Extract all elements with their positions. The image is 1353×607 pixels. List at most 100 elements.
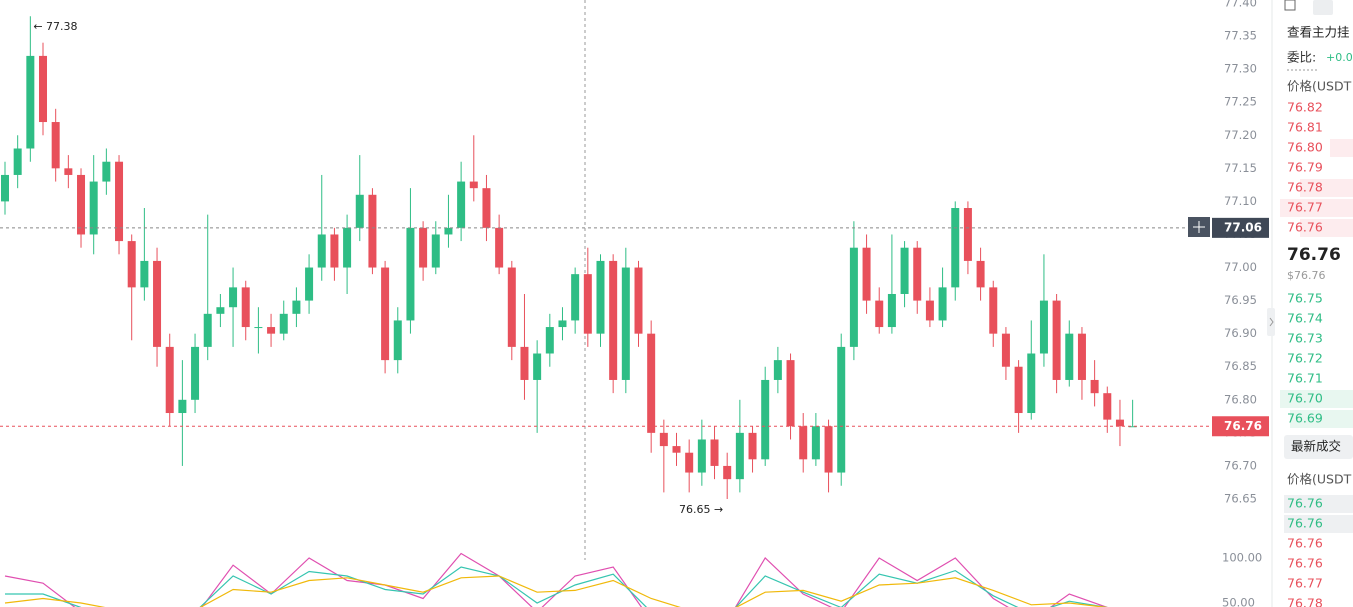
candle-body bbox=[39, 55, 48, 123]
ask-price: 76.76 bbox=[1287, 220, 1323, 235]
candle-body bbox=[64, 168, 73, 175]
candle-body bbox=[723, 465, 732, 480]
bid-price: 76.70 bbox=[1287, 391, 1323, 406]
candle-body bbox=[102, 161, 111, 182]
candle-body bbox=[165, 346, 174, 414]
candle-body bbox=[1077, 333, 1086, 380]
y-tick-label: 77.40 bbox=[1224, 0, 1257, 10]
candle-body bbox=[913, 247, 922, 301]
y-tick-label: 76.85 bbox=[1224, 359, 1257, 373]
candle-body bbox=[1, 174, 9, 202]
mid-usd: $76.76 bbox=[1287, 269, 1326, 282]
crosshair-price-box bbox=[1212, 217, 1269, 238]
price-header: 价格(USDT bbox=[1287, 79, 1352, 94]
big-orders-link[interactable]: 查看主力挂 bbox=[1287, 25, 1350, 40]
candle-body bbox=[1039, 300, 1048, 354]
candle-body bbox=[989, 287, 998, 334]
panel-handle[interactable] bbox=[1267, 308, 1275, 336]
candle-body bbox=[596, 260, 605, 334]
ask-depth bbox=[1300, 219, 1353, 237]
candle-body bbox=[507, 267, 516, 347]
candle-body bbox=[381, 267, 390, 361]
trades-header: 价格(USDT bbox=[1287, 472, 1352, 487]
candle-body bbox=[191, 346, 200, 400]
trade-price: 76.76 bbox=[1287, 516, 1323, 531]
candle-body bbox=[203, 313, 212, 347]
candle-body bbox=[685, 452, 694, 473]
indicator-lines bbox=[4, 552, 1108, 607]
candle-body bbox=[13, 148, 22, 175]
candle-body bbox=[292, 300, 301, 314]
candle-body bbox=[951, 208, 960, 288]
candle-body bbox=[811, 426, 820, 460]
candle-body bbox=[469, 181, 478, 189]
indicator-tick-label: 50.00 bbox=[1222, 596, 1255, 607]
candle-body bbox=[900, 247, 909, 294]
ask-price: 76.79 bbox=[1287, 160, 1323, 175]
candle-body bbox=[355, 194, 364, 228]
candle-body bbox=[976, 260, 985, 288]
candle-body bbox=[621, 267, 630, 380]
candle-body bbox=[153, 260, 162, 347]
candle-body bbox=[1103, 393, 1112, 420]
candle-body bbox=[735, 432, 744, 480]
last-price-box bbox=[1212, 416, 1269, 437]
trade-price: 76.77 bbox=[1287, 576, 1323, 591]
layout-icon[interactable] bbox=[1313, 0, 1333, 15]
candle-body bbox=[305, 267, 314, 301]
candle-body bbox=[279, 313, 288, 334]
bid-price: 76.69 bbox=[1287, 411, 1323, 426]
share-icon[interactable] bbox=[1284, 0, 1296, 11]
bid-price: 76.74 bbox=[1287, 311, 1323, 326]
trade-highlight bbox=[1284, 515, 1353, 533]
y-tick-label: 76.65 bbox=[1224, 492, 1257, 506]
ratio-value: +0.0 bbox=[1326, 51, 1353, 64]
candle-body bbox=[887, 293, 896, 328]
candle-body bbox=[748, 432, 757, 460]
candle-body bbox=[659, 432, 668, 447]
candle-body bbox=[849, 247, 858, 347]
candle-body bbox=[1128, 426, 1137, 428]
ask-price: 76.77 bbox=[1287, 200, 1323, 215]
ask-price: 76.80 bbox=[1287, 140, 1323, 155]
ask-price: 76.81 bbox=[1287, 120, 1323, 135]
candle-body bbox=[267, 327, 276, 334]
candle-body bbox=[837, 346, 846, 473]
candle-body bbox=[938, 287, 947, 321]
candle-body bbox=[558, 320, 567, 328]
trade-price: 76.76 bbox=[1287, 556, 1323, 571]
candle-body bbox=[317, 234, 326, 268]
candle-body bbox=[26, 55, 35, 149]
y-tick-label: 77.10 bbox=[1224, 194, 1257, 208]
candle-body bbox=[229, 287, 238, 308]
plus-icon bbox=[1193, 221, 1205, 233]
candle-body bbox=[127, 241, 136, 288]
trades-tab-bg[interactable] bbox=[1284, 435, 1353, 459]
high-annotation: ← 77.38 bbox=[33, 20, 77, 33]
bid-price: 76.73 bbox=[1287, 331, 1323, 346]
ask-price: 76.82 bbox=[1287, 100, 1323, 115]
crosshair-price-label: 77.06 bbox=[1224, 220, 1262, 234]
candle-body bbox=[1065, 333, 1074, 380]
y-tick-label: 77.15 bbox=[1224, 161, 1257, 175]
candle-body bbox=[178, 399, 187, 414]
candle-body bbox=[115, 161, 124, 242]
candle-body bbox=[533, 353, 542, 380]
ratio-label: 委比: bbox=[1287, 50, 1316, 65]
candle-body bbox=[77, 174, 86, 235]
candle-body bbox=[634, 267, 643, 334]
candle-body bbox=[761, 379, 770, 460]
trades-tab[interactable]: 最新成交 bbox=[1291, 439, 1341, 454]
candle-body bbox=[419, 227, 428, 268]
candle-body bbox=[368, 194, 377, 268]
candle-body bbox=[51, 122, 60, 169]
candle-body bbox=[571, 274, 580, 321]
bid-price: 76.72 bbox=[1287, 351, 1323, 366]
bid-price: 76.75 bbox=[1287, 291, 1323, 306]
candle-body bbox=[862, 247, 871, 301]
candle-body bbox=[925, 300, 934, 321]
candle-body bbox=[444, 227, 453, 235]
candle-body bbox=[495, 227, 504, 268]
